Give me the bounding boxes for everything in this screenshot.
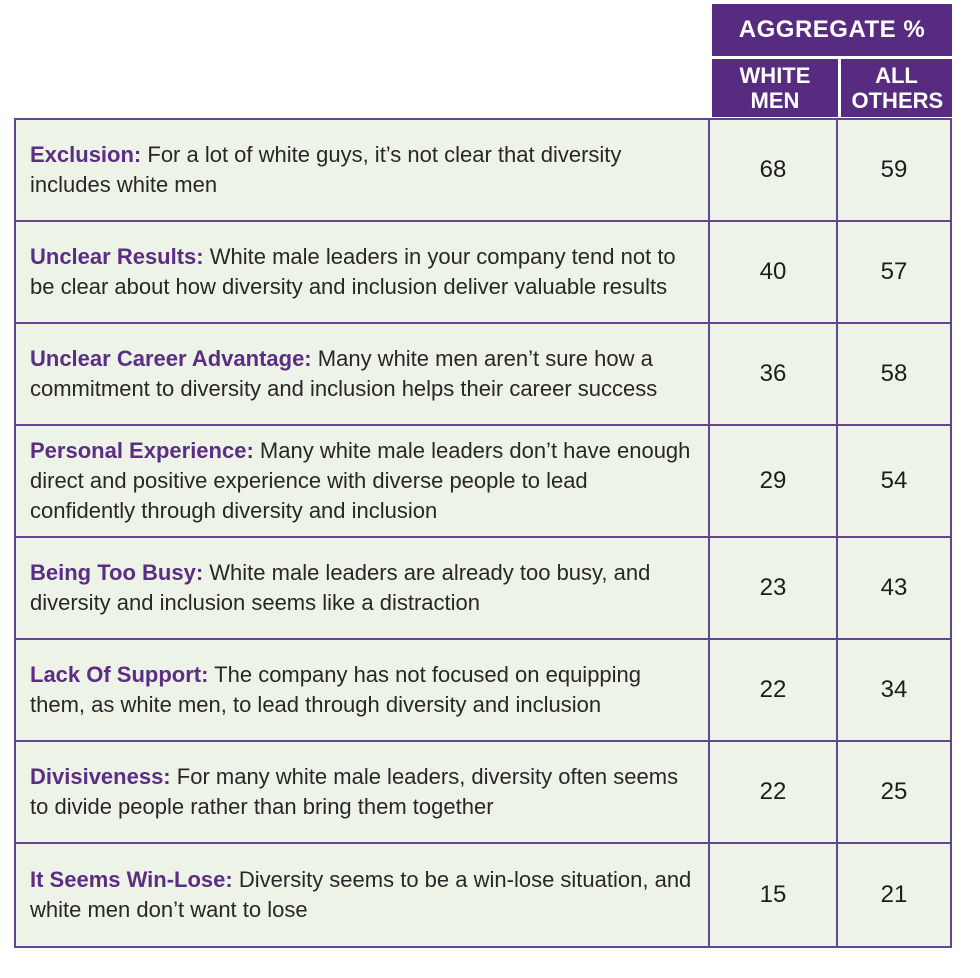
table-row-personal-experience-description: Personal Experience: Many white male lea… bbox=[16, 426, 710, 538]
barrier-term: Personal Experience: bbox=[30, 438, 254, 463]
barrier-term: Being Too Busy: bbox=[30, 560, 204, 585]
table-row-unclear-career-advantage-description: Unclear Career Advantage: Many white men… bbox=[16, 324, 710, 426]
barrier-text: For many white male leaders, diversity o… bbox=[30, 764, 679, 819]
barrier-text: White male leaders are already too busy,… bbox=[30, 560, 651, 615]
white-men-value: 23 bbox=[710, 538, 838, 640]
all-others-value: 57 bbox=[838, 222, 950, 324]
barrier-term: Unclear Results: bbox=[30, 244, 204, 269]
table-row-exclusion-description: Exclusion: For a lot of white guys, it’s… bbox=[16, 120, 710, 222]
column-header-white-men: WHITE MEN bbox=[712, 59, 838, 117]
all-others-value: 34 bbox=[838, 640, 950, 742]
barrier-text: Many white male leaders don’t have enoug… bbox=[30, 438, 691, 523]
white-men-value: 68 bbox=[710, 120, 838, 222]
table-row-it-seems-win-lose-description: It Seems Win-Lose: Diversity seems to be… bbox=[16, 844, 710, 946]
white-men-value: 22 bbox=[710, 742, 838, 844]
data-table: Exclusion: For a lot of white guys, it’s… bbox=[14, 118, 952, 948]
table-row-divisiveness-description: Divisiveness: For many white male leader… bbox=[16, 742, 710, 844]
all-others-value: 59 bbox=[838, 120, 950, 222]
all-others-value: 43 bbox=[838, 538, 950, 640]
white-men-value: 15 bbox=[710, 844, 838, 946]
barrier-term: Divisiveness: bbox=[30, 764, 171, 789]
white-men-value: 29 bbox=[710, 426, 838, 538]
barrier-text: White male leaders in your company tend … bbox=[30, 244, 676, 299]
barrier-term: Exclusion: bbox=[30, 142, 142, 167]
all-others-value: 54 bbox=[838, 426, 950, 538]
barrier-text: Many white men aren’t sure how a commitm… bbox=[30, 346, 658, 401]
white-men-value: 40 bbox=[710, 222, 838, 324]
all-others-value: 21 bbox=[838, 844, 950, 946]
column-header-all-others: ALL OTHERS bbox=[841, 59, 952, 117]
white-men-value: 22 bbox=[710, 640, 838, 742]
barrier-term: It Seems Win-Lose: bbox=[30, 867, 233, 892]
all-others-value: 25 bbox=[838, 742, 950, 844]
table-row-lack-of-support-description: Lack Of Support: The company has not foc… bbox=[16, 640, 710, 742]
column-headers: WHITE MEN ALL OTHERS bbox=[712, 59, 952, 117]
barrier-term: Lack Of Support: bbox=[30, 662, 209, 687]
all-others-value: 58 bbox=[838, 324, 950, 426]
barrier-text: For a lot of white guys, it’s not clear … bbox=[30, 142, 622, 197]
barrier-text: Diversity seems to be a win-lose situati… bbox=[30, 867, 692, 922]
white-men-value: 36 bbox=[710, 324, 838, 426]
table-row-being-too-busy-description: Being Too Busy: White male leaders are a… bbox=[16, 538, 710, 640]
barrier-text: The company has not focused on equipping… bbox=[30, 662, 642, 717]
aggregate-percent-header: AGGREGATE % bbox=[712, 4, 952, 56]
barrier-term: Unclear Career Advantage: bbox=[30, 346, 312, 371]
table-row-unclear-results-description: Unclear Results: White male leaders in y… bbox=[16, 222, 710, 324]
